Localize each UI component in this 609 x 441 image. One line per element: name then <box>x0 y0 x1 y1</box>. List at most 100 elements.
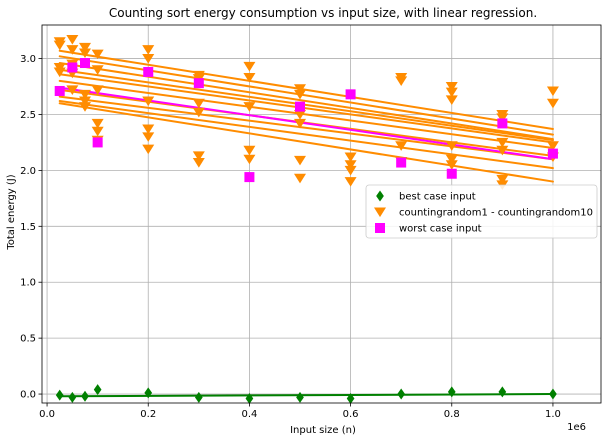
random-case-point <box>294 118 306 129</box>
random-case-point <box>142 132 155 142</box>
legend: best case input countingrandom1 - countin… <box>365 184 598 239</box>
random-case-point <box>243 61 256 72</box>
y-tick-label: 2.5 <box>20 110 36 121</box>
legend-marker <box>374 207 386 218</box>
random-case-point <box>91 65 104 75</box>
random-regression-line <box>58 102 554 183</box>
x-offset-label: 1e6 <box>567 422 586 433</box>
random-case-point <box>91 118 104 129</box>
random-case-point <box>294 84 306 94</box>
x-axis-label: Input size (n) <box>290 425 356 436</box>
legend-label: countingrandom1 - countingrandom10 <box>399 208 593 219</box>
random-case-point <box>445 82 458 92</box>
random-regression-line <box>58 79 554 150</box>
best-case-point <box>68 391 77 403</box>
random-case-point <box>142 96 155 107</box>
x-ticks: 0.0 0.2 0.4 0.6 0.8 1.0 <box>39 403 561 420</box>
random-case-point <box>445 141 458 151</box>
legend-marker <box>376 190 384 202</box>
random-regression-line <box>58 55 554 136</box>
worst-case-point <box>396 157 407 168</box>
worst-case-point <box>80 58 90 69</box>
random-case-point <box>192 158 205 168</box>
x-tick-label: 0.6 <box>343 409 359 420</box>
random-case-point <box>79 96 91 107</box>
random-case-point <box>344 160 357 170</box>
worst-case-regression-line <box>58 86 554 161</box>
random-case-point <box>192 98 205 109</box>
worst-case-point <box>446 168 457 179</box>
random-regression-line <box>58 49 554 131</box>
random-case-point <box>344 152 357 163</box>
legend-label: worst case input <box>399 224 482 235</box>
random-case-point <box>294 173 306 184</box>
chart-title: Counting sort energy consumption vs inpu… <box>109 6 537 20</box>
x-tick-label: 0.2 <box>140 409 156 420</box>
best-case-point <box>346 393 355 405</box>
best-case-point <box>144 387 153 399</box>
best-case-point <box>549 388 557 400</box>
random-case-point <box>445 154 458 165</box>
best-case-point <box>55 389 64 401</box>
random-case-point <box>91 49 104 60</box>
y-ticks: 0.0 0.5 1.0 1.5 2.0 2.5 3.0 <box>20 54 42 401</box>
worst-case-point <box>92 137 103 148</box>
random-case-point <box>142 124 155 135</box>
regression-lines <box>58 49 554 398</box>
random-case-point <box>243 154 256 165</box>
random-case-point <box>79 42 91 53</box>
data-markers <box>53 35 559 405</box>
random-case-point <box>344 177 357 187</box>
random-case-point <box>66 45 79 55</box>
y-tick-label: 3.0 <box>20 54 36 65</box>
y-tick-label: 0.0 <box>20 390 36 401</box>
worst-case-point <box>67 62 78 73</box>
legend-label: best case input <box>399 192 476 203</box>
legend-marker <box>375 223 385 233</box>
best-case-point <box>447 386 456 398</box>
random-case-point <box>445 160 458 170</box>
best-case-point <box>296 391 304 403</box>
random-case-point <box>496 113 509 123</box>
x-tick-label: 0.4 <box>241 409 257 420</box>
worst-case-point <box>295 101 305 112</box>
random-case-point <box>496 174 509 185</box>
random-case-point <box>53 40 66 51</box>
best-case-regression-line <box>58 393 554 398</box>
y-axis-label: Total energy (J) <box>6 174 17 250</box>
worst-case-point <box>193 78 204 89</box>
random-case-point <box>243 145 256 156</box>
random-regression-line <box>58 100 554 170</box>
random-regression-line <box>58 62 554 141</box>
random-regression-line <box>58 68 554 142</box>
worst-case-point <box>345 89 356 100</box>
random-case-point <box>142 144 155 155</box>
random-case-point <box>142 54 155 64</box>
random-case-point <box>192 151 205 161</box>
random-case-point <box>79 102 91 112</box>
x-tick-label: 1.0 <box>545 409 561 420</box>
random-regression-line <box>58 95 554 161</box>
worst-case-point <box>143 66 154 77</box>
random-case-point <box>395 76 408 87</box>
best-case-point <box>93 384 102 396</box>
random-case-point <box>294 155 306 166</box>
y-tick-label: 2.0 <box>20 166 36 177</box>
random-case-point <box>79 48 91 59</box>
random-case-point <box>192 107 205 118</box>
plot-frame <box>41 24 602 404</box>
worst-case-point <box>54 85 65 96</box>
best-case-point <box>498 386 507 398</box>
worst-case-point <box>547 148 558 159</box>
random-case-point <box>66 85 79 95</box>
random-case-point <box>91 126 104 137</box>
random-case-point <box>294 109 306 120</box>
y-tick-label: 1.5 <box>20 222 36 233</box>
random-case-point <box>496 137 509 148</box>
random-case-point <box>546 98 559 109</box>
random-case-point <box>53 67 66 78</box>
worst-case-point <box>244 172 255 183</box>
random-case-point <box>496 145 509 156</box>
random-case-point <box>294 89 306 100</box>
